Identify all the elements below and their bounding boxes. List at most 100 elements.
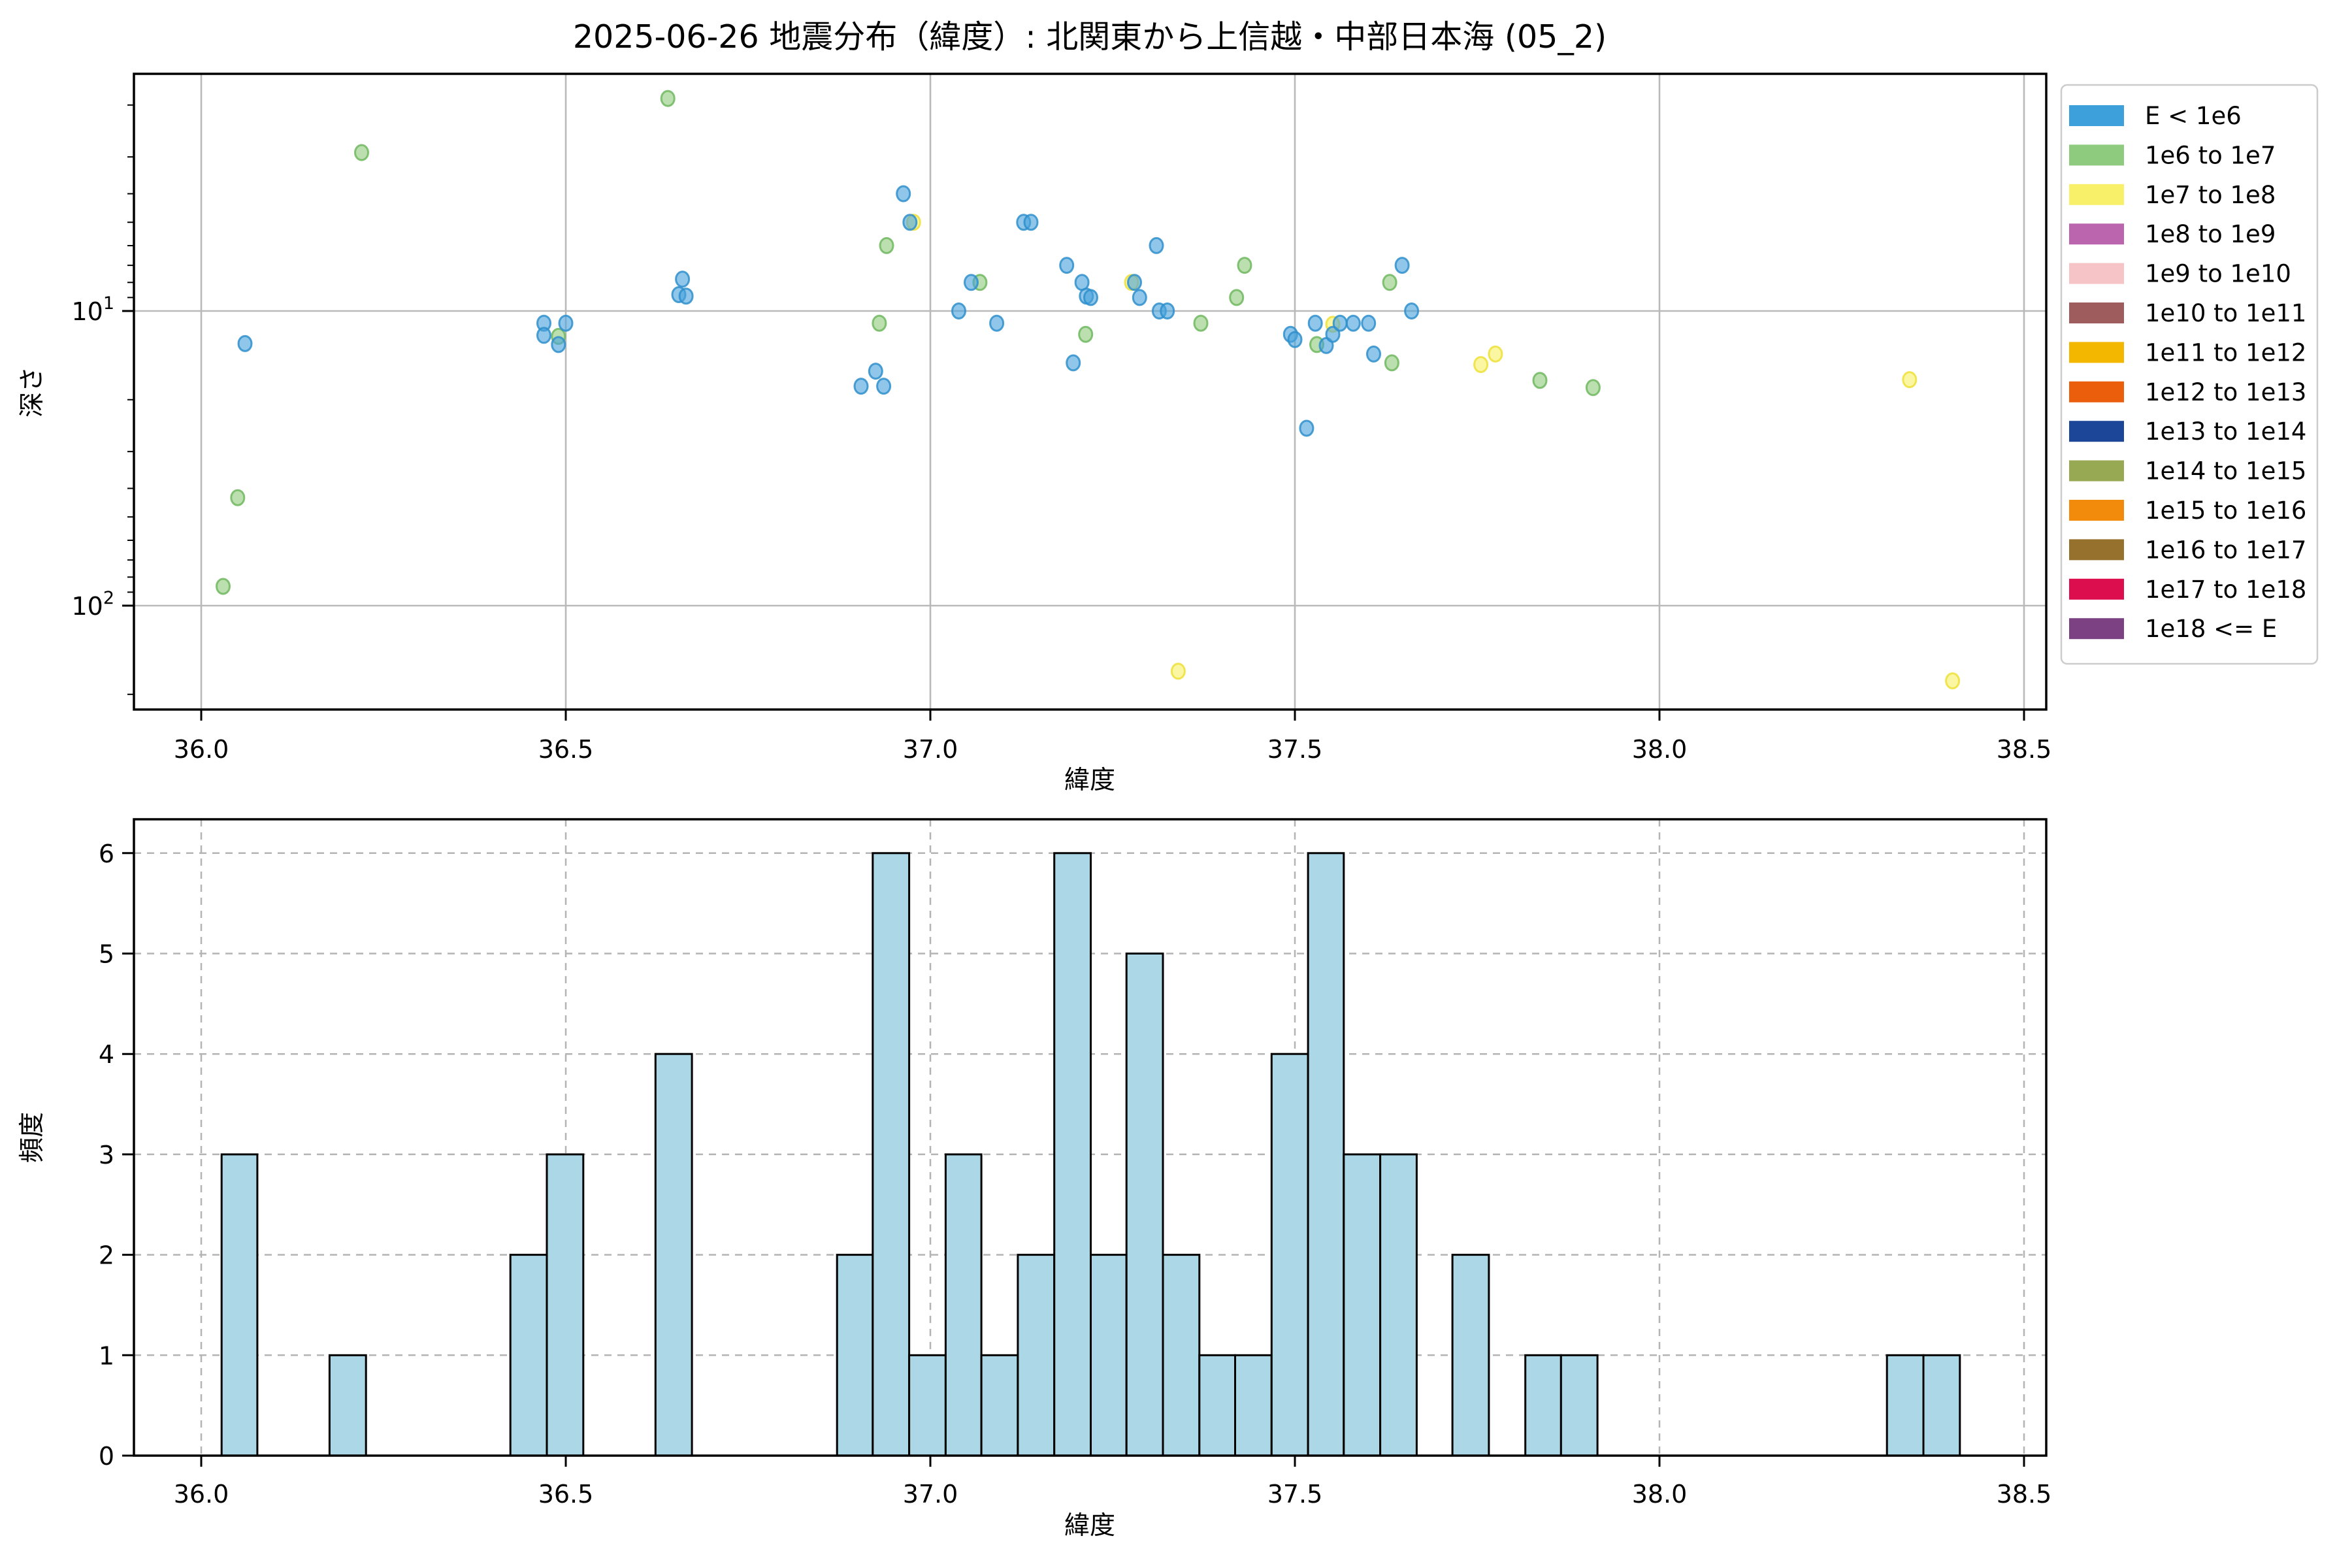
legend-swatch [2069, 500, 2124, 521]
scatter-point [1345, 314, 1361, 332]
x-tick-label: 38.0 [1632, 1480, 1688, 1509]
scatter-point [354, 144, 369, 161]
legend-label: 1e18 <= E [2145, 615, 2277, 643]
legend-swatch [2069, 342, 2124, 363]
scatter-series [237, 185, 1420, 437]
hist-bar [944, 1153, 983, 1457]
legend-row: 1e14 to 1e15 [2069, 457, 2306, 485]
hist-bar [1886, 1354, 1925, 1457]
scatter-point [660, 90, 676, 107]
legend-swatch [2069, 539, 2124, 561]
legend-row: 1e16 to 1e17 [2069, 536, 2306, 564]
legend-swatch [2069, 381, 2124, 402]
hist-bar [1090, 1254, 1128, 1457]
chart-title: 2025-06-26 地震分布（緯度）: 北関東から上信越・中部日本海 (05_… [573, 18, 1607, 56]
scatter-point [678, 287, 694, 305]
scatter-point [879, 237, 894, 254]
legend-swatch [2069, 184, 2124, 205]
scatter-point [230, 489, 246, 506]
x-tick-label: 37.5 [1267, 735, 1323, 764]
legend-swatch [2069, 618, 2124, 640]
legend-label: 1e12 to 1e13 [2145, 378, 2306, 406]
legend: E < 1e6 1e6 to 1e7 1e7 to 1e8 1e8 to 1e9 1e9… [2060, 84, 2319, 665]
hist-bar [980, 1354, 1019, 1457]
scatter-point [1332, 314, 1348, 332]
scatter-point [1229, 289, 1245, 306]
scatter-point [989, 314, 1005, 332]
hist-bar [1198, 1354, 1237, 1457]
scatter-point [1023, 214, 1039, 231]
scatter-point [876, 378, 892, 395]
legend-label: 1e8 to 1e9 [2145, 220, 2276, 248]
scatter-point [1366, 345, 1381, 363]
legend-label: 1e10 to 1e11 [2145, 299, 2306, 327]
scatter-point [216, 578, 231, 595]
legend-label: 1e14 to 1e15 [2145, 457, 2306, 485]
scatter-point [1945, 672, 1961, 690]
scatter-point [1488, 345, 1503, 363]
legend-label: 1e11 to 1e12 [2145, 338, 2306, 367]
axes-spines [133, 818, 2048, 1457]
x-tick-label: 36.0 [174, 735, 229, 764]
y-tick-label: 101 [71, 293, 114, 326]
scatter-point [1382, 274, 1397, 291]
legend-label: 1e13 to 1e14 [2145, 417, 2306, 446]
y-tick-label: 1 [99, 1341, 114, 1370]
scatter-point [1394, 257, 1410, 274]
x-tick-label: 38.5 [1997, 735, 2052, 764]
x-tick-label: 37.0 [903, 1480, 958, 1509]
legend-row: 1e9 to 1e10 [2069, 260, 2291, 288]
hist-bar [1307, 852, 1345, 1457]
scatter-point [1132, 289, 1147, 306]
hist-bar [1162, 1254, 1201, 1457]
hist-bar [546, 1153, 585, 1457]
x-tick-label: 36.5 [538, 735, 594, 764]
scatter-series [216, 90, 1601, 595]
scatter-point [1078, 325, 1094, 343]
hist-bar [1524, 1354, 1562, 1457]
legend-row: 1e10 to 1e11 [2069, 299, 2306, 327]
hist-bar [1234, 1354, 1273, 1457]
scatter-point [558, 314, 574, 332]
scatter-point [853, 378, 869, 395]
scatter-point [1193, 314, 1209, 332]
hist-bar [654, 1053, 693, 1457]
legend-label: 1e7 to 1e8 [2145, 181, 2276, 209]
x-tick-label: 37.5 [1267, 1480, 1323, 1509]
x-tick-label: 38.0 [1632, 735, 1688, 764]
scatter-point [1127, 274, 1142, 291]
scatter-point [951, 302, 966, 319]
y-tick-label: 0 [99, 1442, 114, 1471]
scatter-point [1585, 379, 1601, 397]
legend-label: 1e17 to 1e18 [2145, 576, 2306, 604]
scatter-point [551, 336, 566, 353]
scatter-point [1066, 354, 1081, 372]
scatter-point [1473, 356, 1489, 373]
axes-spines [133, 73, 2048, 711]
hist-bar [509, 1254, 548, 1457]
legend-row: 1e17 to 1e18 [2069, 576, 2306, 604]
hist-bar [1922, 1354, 1961, 1457]
legend-row: 1e8 to 1e9 [2069, 220, 2276, 248]
legend-swatch [2069, 578, 2124, 600]
y-tick-label: 6 [99, 840, 114, 868]
hist-bar [1017, 1254, 1056, 1457]
legend-row: E < 1e6 [2069, 102, 2242, 130]
scatter-x-axis-label: 緯度 [1064, 766, 1115, 795]
legend-row: 1e18 <= E [2069, 615, 2277, 643]
scatter-y-axis-label: 深さ [18, 367, 47, 417]
scatter-point [1404, 302, 1420, 319]
legend-swatch [2069, 460, 2124, 482]
hist-bar [1560, 1354, 1599, 1457]
legend-label: 1e15 to 1e16 [2145, 497, 2306, 525]
scatter-point [1384, 354, 1399, 372]
legend-row: 1e7 to 1e8 [2069, 181, 2276, 209]
scatter-point [675, 270, 691, 288]
legend-label: E < 1e6 [2145, 102, 2242, 130]
hist-bar [328, 1354, 367, 1457]
hist-bar [1053, 852, 1092, 1457]
scatter-point [872, 314, 887, 332]
scatter-point [1287, 331, 1303, 348]
